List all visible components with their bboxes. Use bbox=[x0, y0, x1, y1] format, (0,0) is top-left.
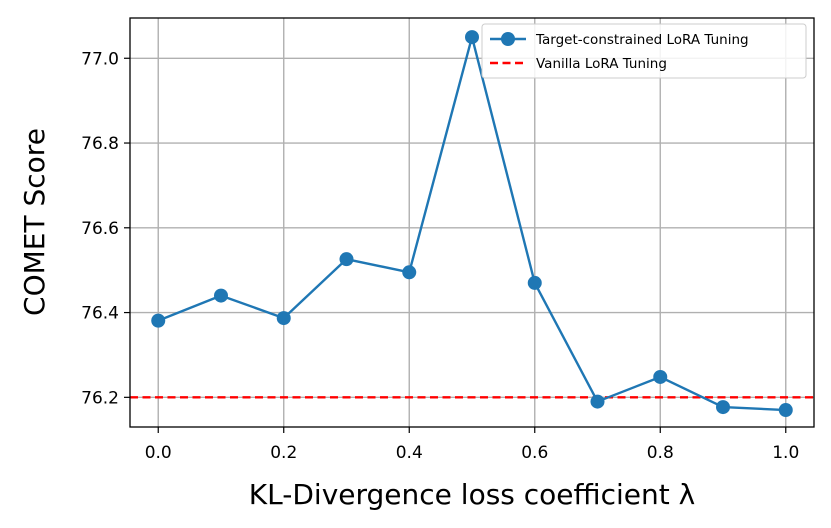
data-point bbox=[276, 311, 291, 326]
data-point bbox=[151, 313, 166, 328]
legend-box bbox=[481, 23, 807, 79]
x-tick-label: 0.6 bbox=[521, 443, 548, 463]
x-tick-label: 0.8 bbox=[647, 443, 674, 463]
data-point bbox=[653, 369, 668, 384]
x-tick-label: 0.0 bbox=[145, 443, 172, 463]
y-tick-label: 76.2 bbox=[81, 388, 119, 408]
x-tick-label: 0.2 bbox=[270, 443, 297, 463]
data-point bbox=[527, 275, 542, 290]
grid bbox=[130, 18, 814, 427]
x-tick-label: 0.4 bbox=[396, 443, 423, 463]
legend-label-reference: Vanilla LoRA Tuning bbox=[536, 56, 667, 72]
data-point bbox=[590, 394, 605, 409]
data-point bbox=[465, 30, 479, 45]
data-point bbox=[402, 265, 417, 280]
y-tick-label: 76.8 bbox=[81, 134, 119, 154]
x-tick-label: 1.0 bbox=[772, 443, 799, 463]
x-axis-title: KL-Divergence loss coefficient λ bbox=[249, 478, 695, 511]
data-point bbox=[778, 403, 793, 418]
y-tick-label: 77.0 bbox=[81, 49, 119, 69]
plot-frame bbox=[129, 17, 815, 428]
ticks: 0.0 0.2 0.4 0.6 0.8 1.0 76.2 76.4 76.6 76.8 77.0 bbox=[81, 49, 799, 463]
y-tick-label: 76.6 bbox=[81, 219, 119, 239]
legend-label-series: Target-constrained LoRA Tuning bbox=[535, 32, 749, 48]
y-tick-label: 76.4 bbox=[81, 304, 119, 324]
series-group bbox=[151, 30, 793, 418]
legend: Target-constrained LoRA Tuning Vanilla L… bbox=[481, 23, 807, 79]
data-point bbox=[213, 288, 228, 303]
data-point bbox=[339, 252, 354, 267]
legend-marker-series bbox=[501, 32, 515, 46]
data-point bbox=[716, 400, 731, 415]
series-line bbox=[157, 35, 786, 412]
y-axis-title: COMET Score bbox=[18, 128, 51, 316]
